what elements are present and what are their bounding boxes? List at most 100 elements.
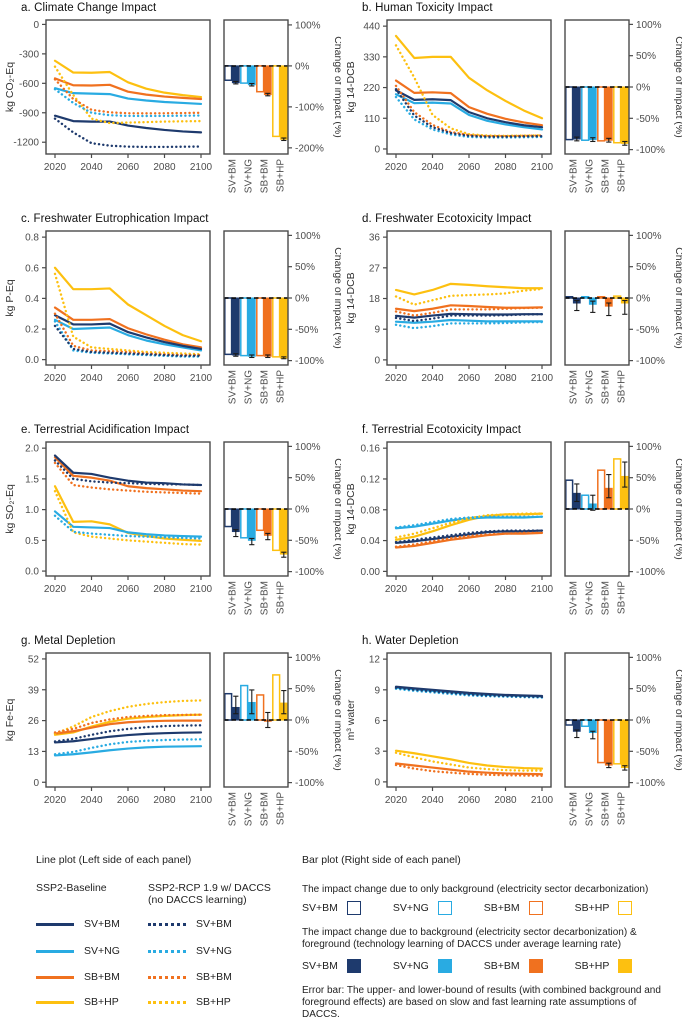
dotted-series-SB+HP <box>53 489 203 546</box>
dotted-series-SV+NG <box>53 514 203 540</box>
svg-text:100%: 100% <box>636 20 662 31</box>
y-axis-label: kg P-Eq <box>4 279 16 317</box>
filled-bar-SB+HP <box>620 86 629 144</box>
svg-text:2060: 2060 <box>117 162 140 173</box>
svg-text:0.6: 0.6 <box>25 263 39 274</box>
bar-category-label: SV+BM <box>569 159 580 193</box>
svg-text:2060: 2060 <box>117 584 140 595</box>
filled-bar-SB+BM <box>604 86 613 141</box>
filled-bar-SV+NG <box>588 86 597 141</box>
svg-text:0.0: 0.0 <box>25 355 39 366</box>
bar-category-label: SV+BM <box>228 159 239 193</box>
dotted-line-swatch-cyan <box>148 949 186 953</box>
svg-text:2040: 2040 <box>80 162 103 173</box>
svg-text:-100%: -100% <box>636 778 665 789</box>
svg-text:6: 6 <box>374 716 380 727</box>
filled-bar-SV+NG <box>247 297 256 357</box>
bar-axis-label: Change of impact (%) <box>673 36 682 138</box>
panel-title: e. Terrestrial Acidification Impact <box>21 424 190 436</box>
svg-text:2020: 2020 <box>44 373 67 384</box>
legend-line-dotted-sbbm: SB+BM <box>148 971 232 983</box>
svg-text:2100: 2100 <box>531 584 554 595</box>
svg-text:18: 18 <box>369 294 381 305</box>
open-bar-swatch-cyan <box>437 901 452 915</box>
open-bar-SV+BM <box>224 65 233 81</box>
filled-bar-swatch-navy <box>346 959 361 973</box>
open-bar-SB+BM <box>256 694 265 721</box>
line-plot-box <box>45 441 211 577</box>
line-plot-box <box>45 652 211 788</box>
panel-climate-change: a. Climate Change Impact 0 -300 -600 -900 -1… <box>0 0 341 211</box>
bar-category-label: SB+HP <box>617 370 628 403</box>
svg-text:-100%: -100% <box>636 567 665 578</box>
bar-category-label: SV+NG <box>244 792 255 826</box>
svg-text:-600: -600 <box>19 79 39 90</box>
svg-text:2040: 2040 <box>421 795 444 806</box>
solid-series-SV+BM <box>394 89 544 129</box>
svg-text:2100: 2100 <box>190 162 213 173</box>
svg-text:52: 52 <box>28 654 40 665</box>
bar-category-label: SV+BM <box>569 370 580 404</box>
y-axis-label: kg 14-DCB <box>345 483 357 534</box>
filled-bar-SB+BM <box>604 719 613 766</box>
svg-text:2080: 2080 <box>494 162 517 173</box>
svg-text:-100%: -100% <box>295 778 324 789</box>
svg-text:26: 26 <box>28 716 40 727</box>
svg-text:2040: 2040 <box>80 795 103 806</box>
line-plot-box <box>45 230 211 366</box>
panel-title: h. Water Depletion <box>362 635 459 647</box>
open-bar-SV+BM <box>224 508 233 528</box>
solid-series-SB+BM <box>53 456 203 493</box>
open-bar-SV+NG <box>581 494 590 510</box>
legend-line-solid-svbm: SV+BM <box>36 918 120 930</box>
open-bar-SB+HP <box>272 297 281 358</box>
rcp-column-title: SSP2-RCP 1.9 w/ DACCS (no DACCS learning… <box>148 882 271 907</box>
bar-category-label: SV+BM <box>569 581 580 615</box>
solid-series-SV+NG <box>53 318 203 352</box>
freshwater-eutrophication-chart: 0.8 0.6 0.4 0.2 0.0 2020 2040 2060 2080 2100 kg P-… <box>4 230 341 404</box>
open-bar-SV+BM <box>224 692 233 721</box>
svg-text:100%: 100% <box>636 442 662 453</box>
svg-text:2040: 2040 <box>421 162 444 173</box>
dotted-series-SV+NG <box>394 320 544 330</box>
svg-text:50%: 50% <box>636 684 656 695</box>
solid-series-SV+NG <box>394 318 544 324</box>
svg-text:2060: 2060 <box>458 373 481 384</box>
filled-bar-SB+HP <box>279 297 288 359</box>
open-bar-SV+BM <box>565 86 574 141</box>
dotted-series-SB+HP <box>394 287 544 306</box>
dotted-series-SV+BM <box>53 117 203 149</box>
open-bar-SV+NG <box>581 719 590 728</box>
svg-text:0: 0 <box>374 355 380 366</box>
bar-category-label: SB+BM <box>260 159 271 193</box>
open-bar-SV+NG <box>240 508 249 539</box>
svg-text:2100: 2100 <box>190 584 213 595</box>
bar-plot-box <box>223 19 289 155</box>
solid-line-swatch-orange <box>36 975 74 979</box>
svg-text:27: 27 <box>369 263 381 274</box>
svg-text:2060: 2060 <box>117 373 140 384</box>
solid-series-SV+NG <box>394 93 544 131</box>
legend-line-dotted-svbm: SV+BM <box>148 918 232 930</box>
open-bar-SB+BM <box>597 719 606 764</box>
svg-text:2100: 2100 <box>190 795 213 806</box>
svg-text:0.04: 0.04 <box>361 536 381 547</box>
svg-text:50%: 50% <box>295 473 315 484</box>
open-bar-SB+BM <box>597 86 606 142</box>
svg-text:50%: 50% <box>295 684 315 695</box>
bar-category-label: SV+NG <box>244 370 255 404</box>
dotted-series-SB+HP <box>53 272 203 356</box>
dotted-series-SV+BM <box>53 724 203 743</box>
svg-text:-1200: -1200 <box>13 138 39 149</box>
open-bar-SB+HP <box>272 65 281 138</box>
svg-text:2040: 2040 <box>421 373 444 384</box>
dotted-series-SB+HP <box>394 751 544 772</box>
panel-terrestrial-ecotoxicity: f. Terrestrial Ecotoxicity Impact 0.16 0.… <box>341 422 682 633</box>
open-bar-SB+HP <box>272 674 281 721</box>
svg-text:2100: 2100 <box>531 795 554 806</box>
open-bar-swatch-navy <box>346 901 361 915</box>
svg-text:-100%: -100% <box>295 102 324 113</box>
svg-text:100%: 100% <box>295 442 321 453</box>
svg-text:-100%: -100% <box>295 356 324 367</box>
panel-grid: a. Climate Change Impact 0 -300 -600 -900 -1… <box>0 0 682 826</box>
